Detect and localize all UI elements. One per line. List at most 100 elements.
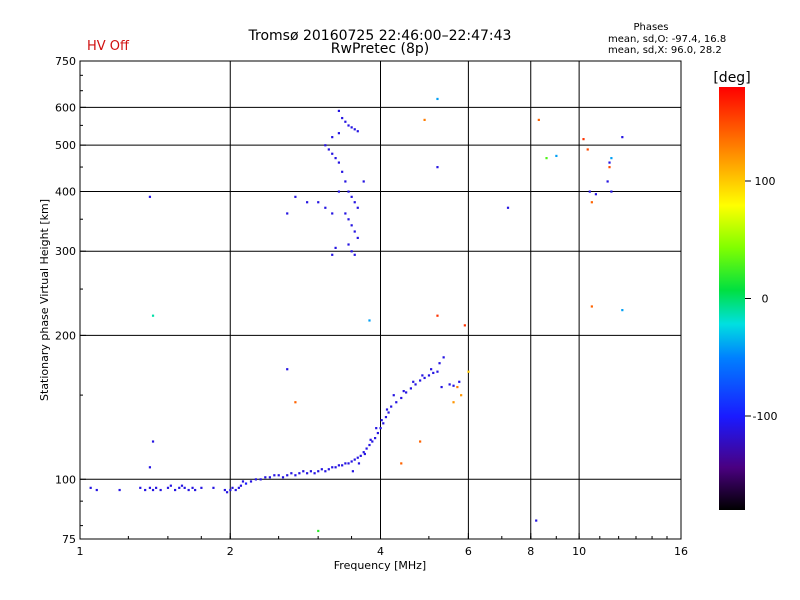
data-point (363, 452, 366, 456)
data-point (353, 253, 356, 256)
x-tick-label: 2 (227, 545, 234, 558)
data-point (344, 462, 347, 465)
data-point (309, 470, 312, 473)
data-point (286, 368, 289, 371)
data-point (590, 305, 593, 308)
data-point (436, 166, 439, 169)
data-point (423, 118, 426, 122)
data-point (327, 468, 330, 471)
colorbar-tick-label: 100 (755, 175, 776, 188)
data-point (427, 374, 431, 377)
y-tick-label: 750 (55, 55, 76, 68)
data-point (385, 408, 389, 411)
data-point (436, 314, 439, 317)
data-point (249, 480, 253, 483)
data-point (151, 440, 155, 443)
data-point (350, 224, 353, 227)
data-point (400, 396, 403, 400)
data-point (380, 419, 383, 422)
data-point (337, 190, 341, 193)
x-axis: 1 2 4 6 8 10 16 (77, 533, 688, 558)
y-tick-label: 100 (55, 473, 76, 486)
data-point (356, 206, 359, 209)
x-tick-label: 8 (527, 545, 534, 558)
data-point (183, 486, 186, 489)
data-point (467, 370, 470, 373)
data-point (357, 462, 361, 465)
data-point (327, 148, 330, 151)
y-tick-label: 75 (62, 533, 76, 546)
data-point (368, 319, 371, 322)
x-tick-label: 1 (77, 545, 84, 558)
data-point (537, 118, 540, 122)
data-point (405, 391, 408, 394)
data-point (594, 193, 598, 196)
data-point (317, 201, 320, 204)
data-point (590, 201, 593, 204)
data-point (421, 374, 424, 377)
data-point (286, 474, 289, 477)
data-point (369, 438, 372, 441)
data-point (353, 458, 356, 461)
data-point (268, 476, 271, 479)
colorbar-tick-label: -100 (753, 410, 778, 423)
data-point (264, 476, 267, 479)
x-axis-label: Frequency [MHz] (334, 559, 426, 572)
data-point (356, 236, 359, 240)
data-point (344, 120, 347, 123)
data-point (334, 246, 337, 249)
data-point (89, 486, 92, 489)
colorbar-ticks: 100 0 -100 (745, 175, 777, 423)
data-point (353, 128, 356, 131)
x-tick-label: 16 (674, 545, 688, 558)
data-point (337, 464, 341, 467)
data-point (621, 309, 624, 312)
data-point (436, 370, 439, 373)
data-point (610, 190, 613, 193)
data-point (294, 474, 297, 477)
data-point (423, 376, 426, 380)
data-point (347, 243, 350, 246)
data-point (334, 157, 337, 160)
data-point (294, 195, 297, 198)
data-point (432, 371, 435, 375)
data-point (173, 488, 177, 492)
data-point (234, 488, 237, 492)
data-point (350, 250, 353, 253)
data-point (277, 474, 280, 477)
data-point (313, 472, 316, 475)
data-point (166, 486, 170, 489)
data-point (347, 124, 350, 127)
info-line-x: mean, sd,X: 96.0, 28.2 (608, 45, 722, 56)
data-point (139, 486, 142, 489)
data-point (608, 166, 611, 169)
data-point (347, 190, 350, 193)
data-point (359, 454, 362, 457)
data-point (351, 470, 354, 473)
data-point (169, 484, 172, 487)
data-point (341, 116, 344, 120)
data-point (254, 478, 257, 481)
data-point (392, 394, 395, 397)
y-tick-label: 500 (55, 139, 76, 152)
data-point (306, 472, 309, 475)
info-line-o: mean, sd,O: -97.4, 16.8 (608, 34, 726, 45)
x-tick-label: 10 (572, 545, 586, 558)
data-point (412, 380, 415, 383)
data-point (344, 180, 347, 183)
data-point (331, 466, 334, 469)
data-point (273, 474, 276, 477)
data-point (621, 136, 624, 139)
chart-subtitle: RwPretec (8p) (331, 41, 429, 57)
data-point (148, 466, 152, 469)
data-point (294, 401, 297, 404)
y-tick-label: 200 (55, 329, 76, 342)
data-point (409, 387, 412, 390)
data-point (151, 488, 155, 492)
y-axis-label: Stationary phase Virtual Height [km] (38, 199, 51, 401)
x-tick-label: 4 (377, 545, 384, 558)
data-point (606, 180, 609, 183)
data-point (324, 206, 327, 209)
data-point (337, 161, 341, 164)
